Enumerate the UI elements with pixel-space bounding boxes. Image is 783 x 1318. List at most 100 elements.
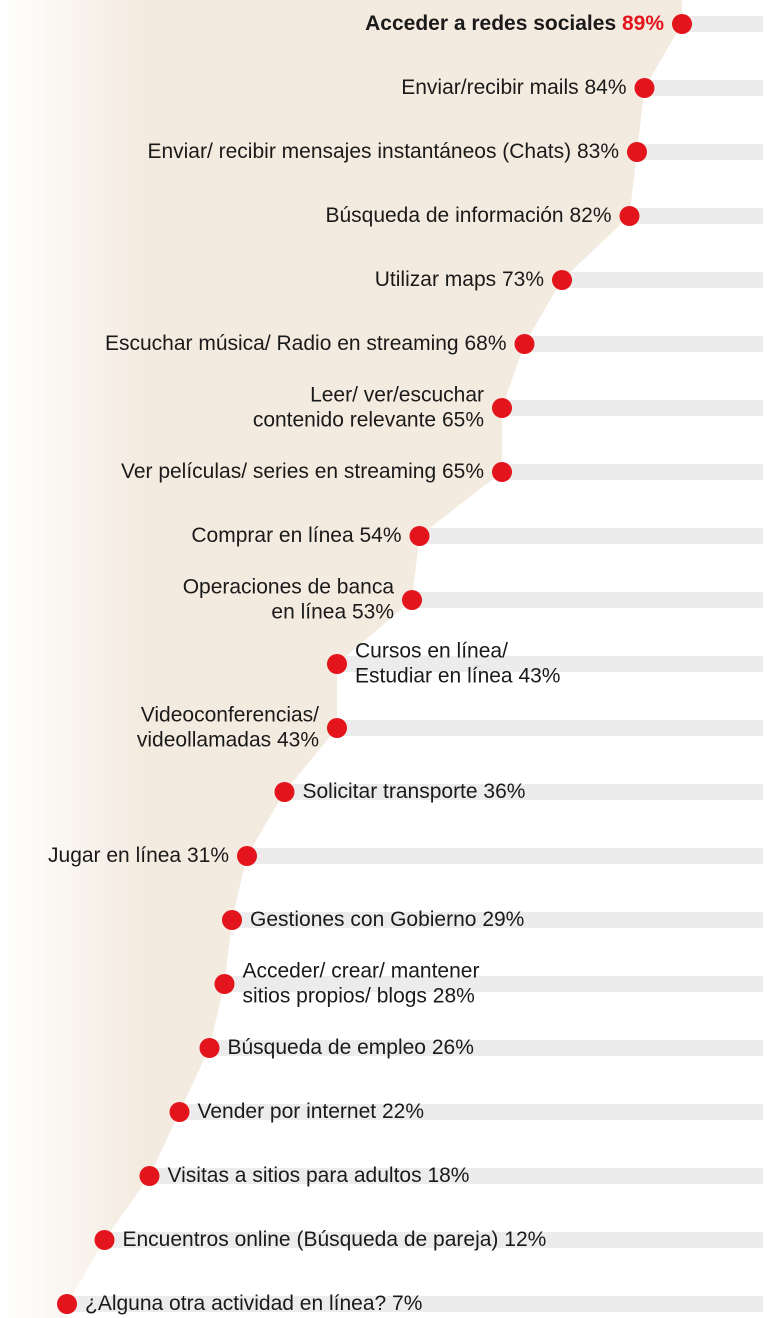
bar: [179, 1104, 763, 1120]
dot: [627, 142, 647, 162]
label: Gestiones con Gobierno 29%: [250, 908, 524, 931]
category-label: Leer/ ver/escuchar: [310, 383, 484, 406]
dot: [222, 910, 242, 930]
label: Videoconferencias/: [141, 703, 319, 726]
value-label: 12%: [504, 1228, 546, 1251]
bar: [637, 144, 763, 160]
value-label: 18%: [427, 1164, 469, 1187]
label: Búsqueda de empleo 26%: [228, 1036, 474, 1059]
bar: [149, 1168, 763, 1184]
bar: [247, 848, 763, 864]
label: Vender por internet 22%: [198, 1100, 425, 1123]
value-label: 43%: [277, 728, 319, 751]
category-label: Búsqueda de empleo: [228, 1036, 427, 1059]
bar: [67, 1296, 763, 1312]
label: Cursos en línea/: [355, 639, 508, 662]
value-label: 84%: [584, 76, 626, 99]
label: Solicitar transporte 36%: [303, 780, 526, 803]
label: Acceder/ crear/ mantener: [243, 959, 480, 982]
bar: [337, 656, 763, 672]
category-label: Búsqueda de información: [325, 204, 563, 227]
value-label: 26%: [432, 1036, 474, 1059]
label: Jugar en línea 31%: [48, 844, 229, 867]
value-label: 43%: [518, 664, 560, 687]
value-label: 73%: [502, 268, 544, 291]
category-label: Enviar/recibir mails: [401, 76, 578, 99]
category-label: en línea: [271, 600, 346, 623]
value-label: 28%: [433, 984, 475, 1007]
bar: [682, 16, 763, 32]
category-label: Gestiones con Gobierno: [250, 908, 476, 931]
value-label: 68%: [464, 332, 506, 355]
category-label: Utilizar maps: [375, 268, 496, 291]
dot: [57, 1294, 77, 1314]
bar: [524, 336, 763, 352]
label: Estudiar en línea 43%: [355, 664, 560, 687]
category-label: contenido relevante: [253, 408, 436, 431]
category-label: Solicitar transporte: [303, 780, 478, 803]
category-label: Escuchar música/ Radio en streaming: [105, 332, 459, 355]
dot: [327, 718, 347, 738]
value-label: 65%: [442, 460, 484, 483]
category-label: Vender por internet: [198, 1100, 377, 1123]
bar: [232, 912, 763, 928]
dot: [237, 846, 257, 866]
category-label: videollamadas: [137, 728, 271, 751]
dot: [94, 1230, 115, 1250]
dot: [492, 462, 512, 482]
value-label: 82%: [569, 204, 611, 227]
category-label: Encuentros online (Búsqueda de pareja): [123, 1228, 499, 1251]
bar: [502, 400, 763, 416]
category-label: Videoconferencias/: [141, 703, 319, 726]
dot: [274, 782, 295, 802]
value-label: 29%: [482, 908, 524, 931]
bar: [419, 528, 763, 544]
category-label: Jugar en línea: [48, 844, 181, 867]
label: Encuentros online (Búsqueda de pareja) 1…: [123, 1228, 547, 1251]
label: Leer/ ver/escuchar: [310, 383, 484, 406]
dot: [402, 590, 422, 610]
category-label: Cursos en línea/: [355, 639, 508, 662]
bar: [644, 80, 763, 96]
value-label: 22%: [382, 1100, 424, 1123]
label: Acceder a redes sociales 89%: [365, 12, 664, 35]
dot: [672, 14, 692, 34]
dot: [409, 526, 430, 546]
label: Operaciones de banca: [183, 575, 395, 598]
dot: [492, 398, 512, 418]
category-label: Acceder/ crear/ mantener: [243, 959, 480, 982]
dot: [214, 974, 235, 994]
label: en línea 53%: [271, 600, 394, 623]
dot: [514, 334, 535, 354]
category-label: Estudiar en línea: [355, 664, 513, 687]
bar: [224, 976, 763, 992]
bar: [284, 784, 763, 800]
label: Utilizar maps 73%: [375, 268, 544, 291]
bar: [209, 1040, 763, 1056]
category-label: Enviar/ recibir mensajes instantáneos (C…: [147, 140, 571, 163]
category-label: Visitas a sitios para adultos: [168, 1164, 422, 1187]
label: Ver películas/ series en streaming 65%: [121, 460, 484, 483]
category-label: Operaciones de banca: [183, 575, 395, 598]
label: Enviar/ recibir mensajes instantáneos (C…: [147, 140, 619, 163]
category-label: sitios propios/ blogs: [243, 984, 427, 1007]
label: contenido relevante 65%: [253, 408, 484, 431]
label: Visitas a sitios para adultos 18%: [168, 1164, 470, 1187]
label: ¿Alguna otra actividad en línea? 7%: [85, 1292, 422, 1315]
dot: [634, 78, 655, 98]
value-label: 7%: [392, 1292, 422, 1315]
value-label: 36%: [483, 780, 525, 803]
bar: [412, 592, 763, 608]
bar: [502, 464, 763, 480]
bar: [104, 1232, 763, 1248]
value-label: 54%: [359, 524, 401, 547]
value-label: 53%: [352, 600, 394, 623]
dot: [327, 654, 347, 674]
value-label: 31%: [187, 844, 229, 867]
category-label: Acceder a redes sociales: [365, 12, 616, 35]
bar: [337, 720, 763, 736]
label: Enviar/recibir mails 84%: [401, 76, 626, 99]
bar: [562, 272, 763, 288]
